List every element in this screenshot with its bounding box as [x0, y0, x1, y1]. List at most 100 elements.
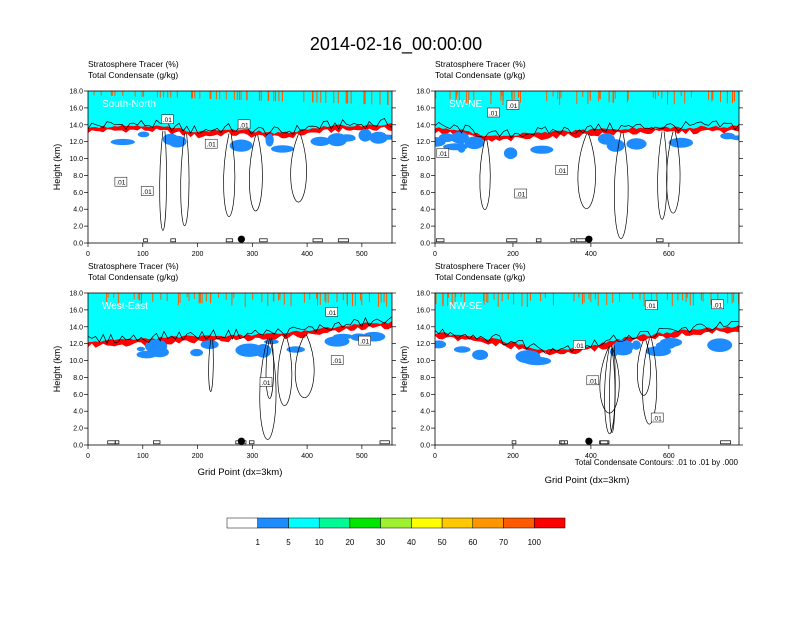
contour-label-text: .01	[327, 310, 336, 317]
x-tick-label: 400	[585, 453, 597, 460]
cloud-blob	[286, 346, 305, 353]
y-tick-label: 18.0	[69, 89, 83, 96]
cloud-blob	[200, 340, 219, 350]
contour-label: .01	[436, 148, 450, 158]
x-axis	[434, 445, 670, 449]
colorbar-swatch	[472, 517, 504, 529]
panel-name: NW-SE	[449, 301, 482, 312]
contour-line	[435, 120, 739, 139]
contour-label: .01	[358, 335, 371, 346]
colorbar-label: 70	[499, 538, 508, 547]
y-tick-label: 10.0	[69, 358, 83, 365]
contour-label-box	[204, 138, 218, 149]
contour-label-text: .01	[240, 122, 249, 129]
colorbar-label: 50	[438, 538, 447, 547]
tracer-field: .01 .01 .01 .01 .01	[435, 91, 739, 243]
contour-line	[506, 238, 518, 243]
x-tick-label: 500	[356, 453, 368, 460]
location-marker	[237, 437, 245, 445]
contour-label: .01	[650, 412, 664, 423]
cloud-blob	[472, 349, 489, 360]
contour-label: .01	[204, 138, 218, 149]
contour-label-text: .01	[588, 378, 597, 385]
contour-label-box	[325, 307, 338, 317]
cloud-blob	[110, 138, 135, 146]
y-tick-label: 14.0	[416, 122, 430, 129]
x-tick-label: 400	[301, 251, 313, 258]
y-tick-label: 2.0	[73, 426, 83, 433]
x-tick-label: 0	[86, 251, 90, 258]
colorbar-label: 1	[255, 538, 260, 547]
contour-label-box	[161, 114, 174, 124]
panel-title-tracer: Stratosphere Tracer (%)	[435, 261, 526, 271]
colorbar-swatch	[318, 517, 351, 529]
x-tick-label: 300	[246, 453, 258, 460]
contour-label-box	[650, 412, 664, 423]
cloud-blob	[457, 347, 471, 352]
contour-label: .01	[325, 307, 338, 317]
y-tick-label: 18.0	[416, 291, 430, 298]
panel-title-condensate: Total Condensate (g/kg)	[88, 70, 178, 80]
x-tick-label: 0	[433, 453, 437, 460]
contour-line	[599, 440, 609, 445]
cloud-blob	[162, 133, 179, 145]
y-axis	[431, 90, 743, 244]
colorbar-label: 100	[528, 538, 542, 547]
contour-line	[559, 440, 565, 445]
cloud-blob	[264, 339, 279, 345]
colorbar-swatch	[226, 517, 258, 529]
y-tick-label: 6.0	[73, 392, 83, 399]
cloud-blob	[626, 138, 647, 150]
location-marker	[585, 437, 593, 445]
colorbar-label: 5	[286, 538, 291, 547]
contour-line	[248, 440, 255, 445]
contour-line	[656, 238, 664, 243]
x-tick-label: 100	[137, 251, 149, 258]
panel-south-north: .01 .01 .01 .01 .01 South-North Stratosphere T…	[52, 59, 396, 258]
colorbar-label: 20	[345, 538, 354, 547]
main-title: 2014-02-16_00:00:00	[310, 34, 482, 55]
cloud-blob	[435, 340, 447, 349]
contour-label: .01	[586, 375, 600, 385]
cloud-blob	[310, 136, 331, 146]
contour-label: .01	[259, 377, 273, 387]
cloud-blob	[606, 139, 625, 152]
y-tick-label: 0.0	[420, 443, 430, 450]
contour-label-box	[555, 165, 568, 175]
contour-label-text: .01	[516, 192, 525, 199]
cloud-blob	[668, 137, 693, 148]
contour-label-box	[358, 335, 371, 346]
y-tick-label: 6.0	[420, 392, 430, 399]
contour-label-box	[487, 107, 500, 118]
panel-title-condensate: Total Condensate (g/kg)	[88, 272, 178, 282]
cloud-blob	[530, 145, 554, 154]
y-tick-label: 2.0	[73, 224, 83, 231]
plot-frame	[87, 90, 393, 244]
x-tick-label: 0	[86, 453, 90, 460]
contour-line	[312, 238, 323, 243]
colorbar: 1 5 10 20 30 40 50 60 70 100	[226, 517, 566, 547]
contour-label: .01	[555, 165, 568, 175]
contour-line	[290, 134, 307, 203]
y-tick-label: 8.0	[73, 173, 83, 180]
contour-label: .01	[330, 355, 344, 365]
panel-title-tracer: Stratosphere Tracer (%)	[88, 59, 179, 69]
contour-line	[180, 133, 190, 227]
contour-line	[609, 345, 616, 433]
contour-line	[570, 238, 576, 243]
contour-label-text: .01	[647, 303, 656, 310]
contour-line	[511, 440, 517, 445]
x-tick-label: 500	[356, 251, 368, 258]
y-tick-label: 16.0	[416, 307, 430, 314]
contour-label: .01	[572, 340, 586, 350]
cloud-blob	[265, 133, 274, 147]
x-tick-label: 400	[585, 251, 597, 258]
y-tick-label: 12.0	[416, 341, 430, 348]
y-tick-label: 16.0	[416, 105, 430, 112]
contour-line	[479, 139, 491, 210]
cloud-blob	[369, 131, 388, 144]
colorbar-label: 30	[376, 538, 385, 547]
contour-label-text: .01	[143, 189, 152, 196]
contour-line	[637, 339, 651, 396]
colorbar-swatch	[257, 517, 289, 529]
